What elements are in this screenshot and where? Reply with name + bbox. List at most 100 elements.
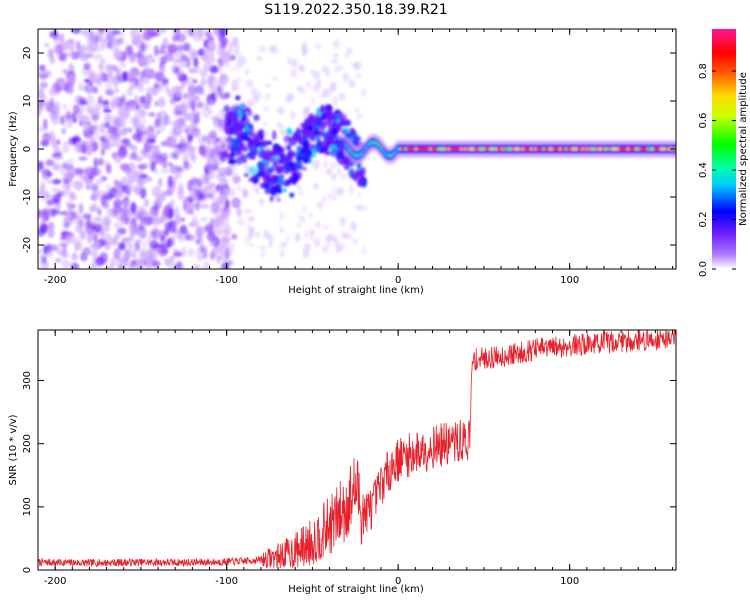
heatmap-cell [217, 62, 223, 71]
heatmap-cell [104, 220, 111, 232]
heatmap-cell [160, 230, 168, 238]
heatmap-cell [337, 166, 342, 176]
heatmap-cell [209, 206, 217, 215]
heatmap-cell [218, 195, 224, 206]
heatmap-cell [221, 79, 227, 87]
heatmap-cell [134, 187, 143, 196]
heatmap-cell [114, 74, 122, 79]
heatmap-cell [205, 30, 212, 38]
heatmap-cell [283, 134, 291, 144]
heatmap-cell [231, 197, 241, 209]
heatmap-cell [140, 42, 147, 53]
heatmap-cell [290, 68, 298, 78]
heatmap-cell [176, 44, 184, 52]
heatmap-cell [179, 62, 189, 68]
heatmap-cell [192, 177, 201, 185]
heatmap-cell [114, 191, 123, 197]
heatmap-cell [85, 183, 91, 191]
heatmap-cell [162, 113, 170, 126]
heatmap-cell [206, 56, 216, 65]
heatmap-cell [231, 111, 240, 121]
heatmap-cell [349, 184, 354, 195]
heatmap-cell [330, 58, 339, 65]
heatmap-cell [348, 168, 356, 179]
heatmap-cell [344, 133, 353, 138]
heatmap-cell [226, 142, 234, 151]
heatmap-cell [52, 89, 61, 97]
heatmap-cell [192, 263, 201, 269]
heatmap-cell [54, 107, 61, 117]
heatmap-cell [105, 89, 115, 96]
heatmap-cell [142, 240, 147, 248]
heatmap-cell [322, 161, 329, 168]
heatmap-cell [348, 78, 356, 89]
heatmap-cell [293, 133, 302, 143]
snr-y-tick-label: 300 [22, 371, 33, 390]
heatmap-cell [258, 198, 265, 205]
heatmap-cell [148, 153, 155, 163]
heatmap-cell [151, 148, 162, 155]
heatmap-cell [256, 172, 266, 177]
heatmap-cell [60, 41, 70, 51]
heatmap-cell [317, 94, 325, 100]
heatmap-cell [100, 59, 106, 64]
heatmap-cell [182, 92, 189, 100]
heatmap-cell [267, 233, 274, 244]
heatmap-cell [312, 84, 321, 93]
heatmap-cell [127, 175, 137, 184]
heatmap-cell [313, 237, 321, 248]
heatmap-cell [303, 139, 310, 148]
heatmap-cell [64, 123, 74, 129]
heatmap-cell [63, 222, 71, 229]
heatmap-cell [314, 42, 323, 50]
heatmap-cell [86, 105, 92, 111]
heatmap-cell [209, 65, 219, 74]
heatmap-cell [243, 136, 252, 142]
heatmap-cell [286, 144, 292, 151]
heatmap-cell [137, 164, 148, 170]
heatmap-cell [114, 155, 122, 164]
heatmap-cell [49, 227, 55, 232]
heatmap-cell [193, 65, 202, 75]
heatmap-cell [160, 168, 171, 175]
snr-y-ticks: 0 100 200 300 [22, 371, 676, 573]
heatmap-cell [92, 86, 98, 94]
heatmap-cell [51, 179, 62, 185]
heatmap-cell [88, 69, 95, 81]
heatmap-cell [279, 249, 285, 258]
heatmap-cell [173, 109, 183, 117]
colorbar-tick-label: 0.6 [698, 113, 709, 129]
heatmap-cell [59, 211, 69, 216]
heatmap-y-tick-label: 20 [22, 47, 33, 60]
heatmap-cell [153, 82, 160, 89]
heatmap-cell [58, 53, 67, 62]
heatmap-cell [53, 45, 60, 54]
heatmap-cell [136, 131, 142, 143]
heatmap-cell [218, 88, 226, 99]
heatmap-cell [51, 114, 60, 125]
heatmap-cell [276, 121, 281, 129]
heatmap-cell [95, 179, 104, 185]
heatmap-cell [200, 217, 209, 222]
heatmap-cell [135, 238, 143, 243]
heatmap-cell [260, 251, 266, 258]
heatmap-cell [39, 72, 47, 81]
heatmap-cell [295, 232, 300, 243]
heatmap-cell [119, 177, 129, 187]
heatmap-cell [78, 81, 83, 87]
heatmap-cell [81, 114, 91, 125]
heatmap-cell [176, 166, 184, 172]
heatmap-cell [235, 63, 242, 71]
heatmap-cell [318, 149, 324, 154]
heatmap-cell [68, 84, 74, 96]
heatmap-cell [106, 207, 112, 217]
heatmap-cell [113, 248, 121, 261]
heatmap-cell [138, 109, 147, 118]
heatmap-cell [136, 230, 147, 237]
heatmap-cell [84, 82, 95, 94]
heatmap-cell [196, 101, 204, 109]
heatmap-cell [124, 216, 130, 226]
heatmap-cell [236, 207, 242, 218]
heatmap-cell [243, 146, 248, 153]
